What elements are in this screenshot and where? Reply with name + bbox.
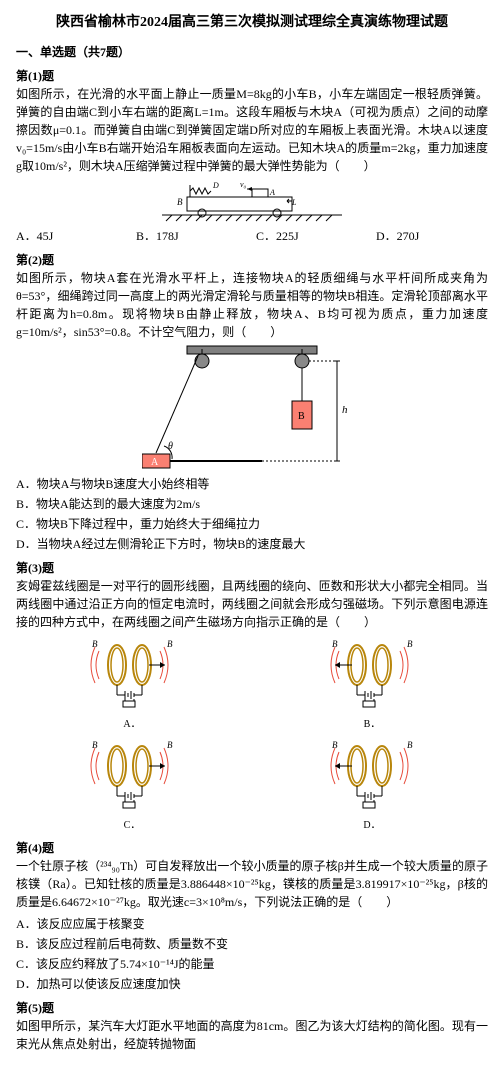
- q1-text: 如图所示，在光滑的水平面上静止一质量M=8kg的小车B，小车左端固定一根轻质弹簧…: [16, 85, 488, 175]
- q1-choice-a: A．45J: [16, 227, 128, 245]
- q4-choice-c: C．该反应约释放了5.74×10⁻¹⁴J的能量: [16, 955, 488, 973]
- q3-fig-d: D．: [256, 738, 488, 833]
- svg-text:A: A: [151, 457, 159, 468]
- q1-choice-b: B．178J: [136, 227, 248, 245]
- q3-text: 亥姆霍兹线圈是一对平行的圆形线圈，且两线圈的绕向、匝数和形状大小都完全相同。当两…: [16, 577, 488, 631]
- svg-text:A: A: [269, 188, 275, 197]
- q4-choice-d: D．加热可以使该反应速度加快: [16, 975, 488, 993]
- section-heading: 一、单选题（共7题）: [16, 43, 488, 61]
- q4-head: 第(4)题: [16, 839, 488, 857]
- svg-text:v₀: v₀: [240, 180, 247, 189]
- q2-choice-b: B．物块A能达到的最大速度为2m/s: [16, 495, 488, 513]
- q3-head: 第(3)题: [16, 559, 488, 577]
- svg-text:B: B: [177, 197, 183, 207]
- svg-text:D: D: [212, 181, 219, 190]
- svg-text:B: B: [298, 411, 305, 422]
- q4-choice-a: A．该反应应属于核聚变: [16, 915, 488, 933]
- q2-choice-c: C．物块B下降过程中，重力始终大于细绳拉力: [16, 515, 488, 533]
- q2-choices: A．物块A与物块B速度大小始终相等 B．物块A能达到的最大速度为2m/s C．物…: [16, 475, 488, 553]
- svg-text:h: h: [342, 404, 348, 416]
- q2-choice-d: D．当物块A经过左侧滑轮正下方时，物块B的速度最大: [16, 535, 488, 553]
- svg-text:L: L: [291, 198, 297, 207]
- q4-text: 一个钍原子核（²³⁴₉₀Th）可自发释放出一个较小质量的原子核β并生成一个较大质…: [16, 857, 488, 911]
- q3-figrow-1: A． B．: [16, 637, 488, 732]
- q5-text: 如图甲所示，某汽车大灯距水平地面的高度为81cm。图乙为该大灯结构的简化图。现有…: [16, 1017, 488, 1053]
- q1-choice-c: C．225J: [256, 227, 368, 245]
- q1-choices: A．45J B．178J C．225J D．270J: [16, 227, 488, 245]
- q2-figure: B A θ h: [142, 341, 362, 471]
- q1-head: 第(1)题: [16, 67, 488, 85]
- q3-fig-b: B．: [256, 637, 488, 732]
- q2-head: 第(2)题: [16, 251, 488, 269]
- q5-head: 第(5)题: [16, 999, 488, 1017]
- q2-text: 如图所示，物块A套在光滑水平杆上，连接物块A的轻质细绳与水平杆间所成夹角为θ=5…: [16, 269, 488, 341]
- page-title: 陕西省榆林市2024届高三第三次模拟测试理综全真演练物理试题: [16, 12, 488, 33]
- q1-figure: B D A v₀ L: [162, 175, 342, 223]
- q3-figrow-2: C． D．: [16, 738, 488, 833]
- q4-choice-b: B．该反应过程前后电荷数、质量数不变: [16, 935, 488, 953]
- q2-choice-a: A．物块A与物块B速度大小始终相等: [16, 475, 488, 493]
- q1-choice-d: D．270J: [376, 227, 488, 245]
- svg-text:θ: θ: [168, 441, 173, 452]
- q4-choices: A．该反应应属于核聚变 B．该反应过程前后电荷数、质量数不变 C．该反应约释放了…: [16, 915, 488, 993]
- q3-fig-a: A．: [16, 637, 248, 732]
- q3-fig-c: C．: [16, 738, 248, 833]
